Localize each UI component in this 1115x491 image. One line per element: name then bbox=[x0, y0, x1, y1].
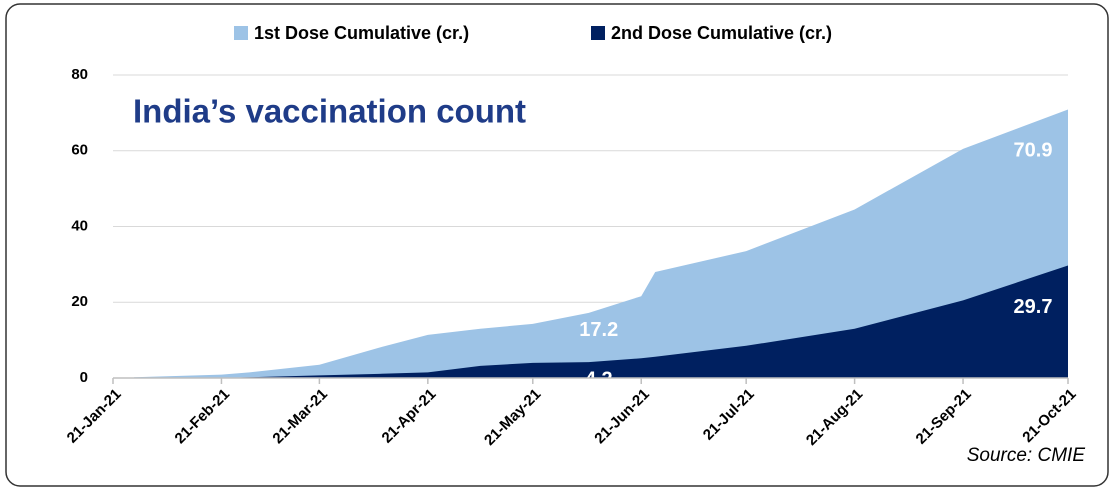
legend-label: 1st Dose Cumulative (cr.) bbox=[254, 23, 469, 43]
y-tick-label: 80 bbox=[71, 66, 88, 83]
area bbox=[133, 109, 1068, 378]
y-tick-label: 20 bbox=[71, 293, 88, 310]
legend-label: 2nd Dose Cumulative (cr.) bbox=[611, 23, 832, 43]
y-tick-label: 40 bbox=[71, 217, 88, 234]
source-note: Source: CMIE bbox=[967, 445, 1086, 466]
legend-swatch bbox=[591, 26, 605, 40]
y-tick-label: 60 bbox=[71, 142, 88, 159]
value-label: 70.9 bbox=[1014, 140, 1053, 162]
area bbox=[133, 265, 1068, 378]
value-label: 17.2 bbox=[579, 319, 618, 341]
y-tick-label: 0 bbox=[80, 369, 88, 386]
value-label: 4.2 bbox=[585, 368, 613, 390]
value-label: 29.7 bbox=[1014, 296, 1053, 318]
chart-title: India’s vaccination count bbox=[133, 93, 526, 130]
legend-swatch bbox=[234, 26, 248, 40]
